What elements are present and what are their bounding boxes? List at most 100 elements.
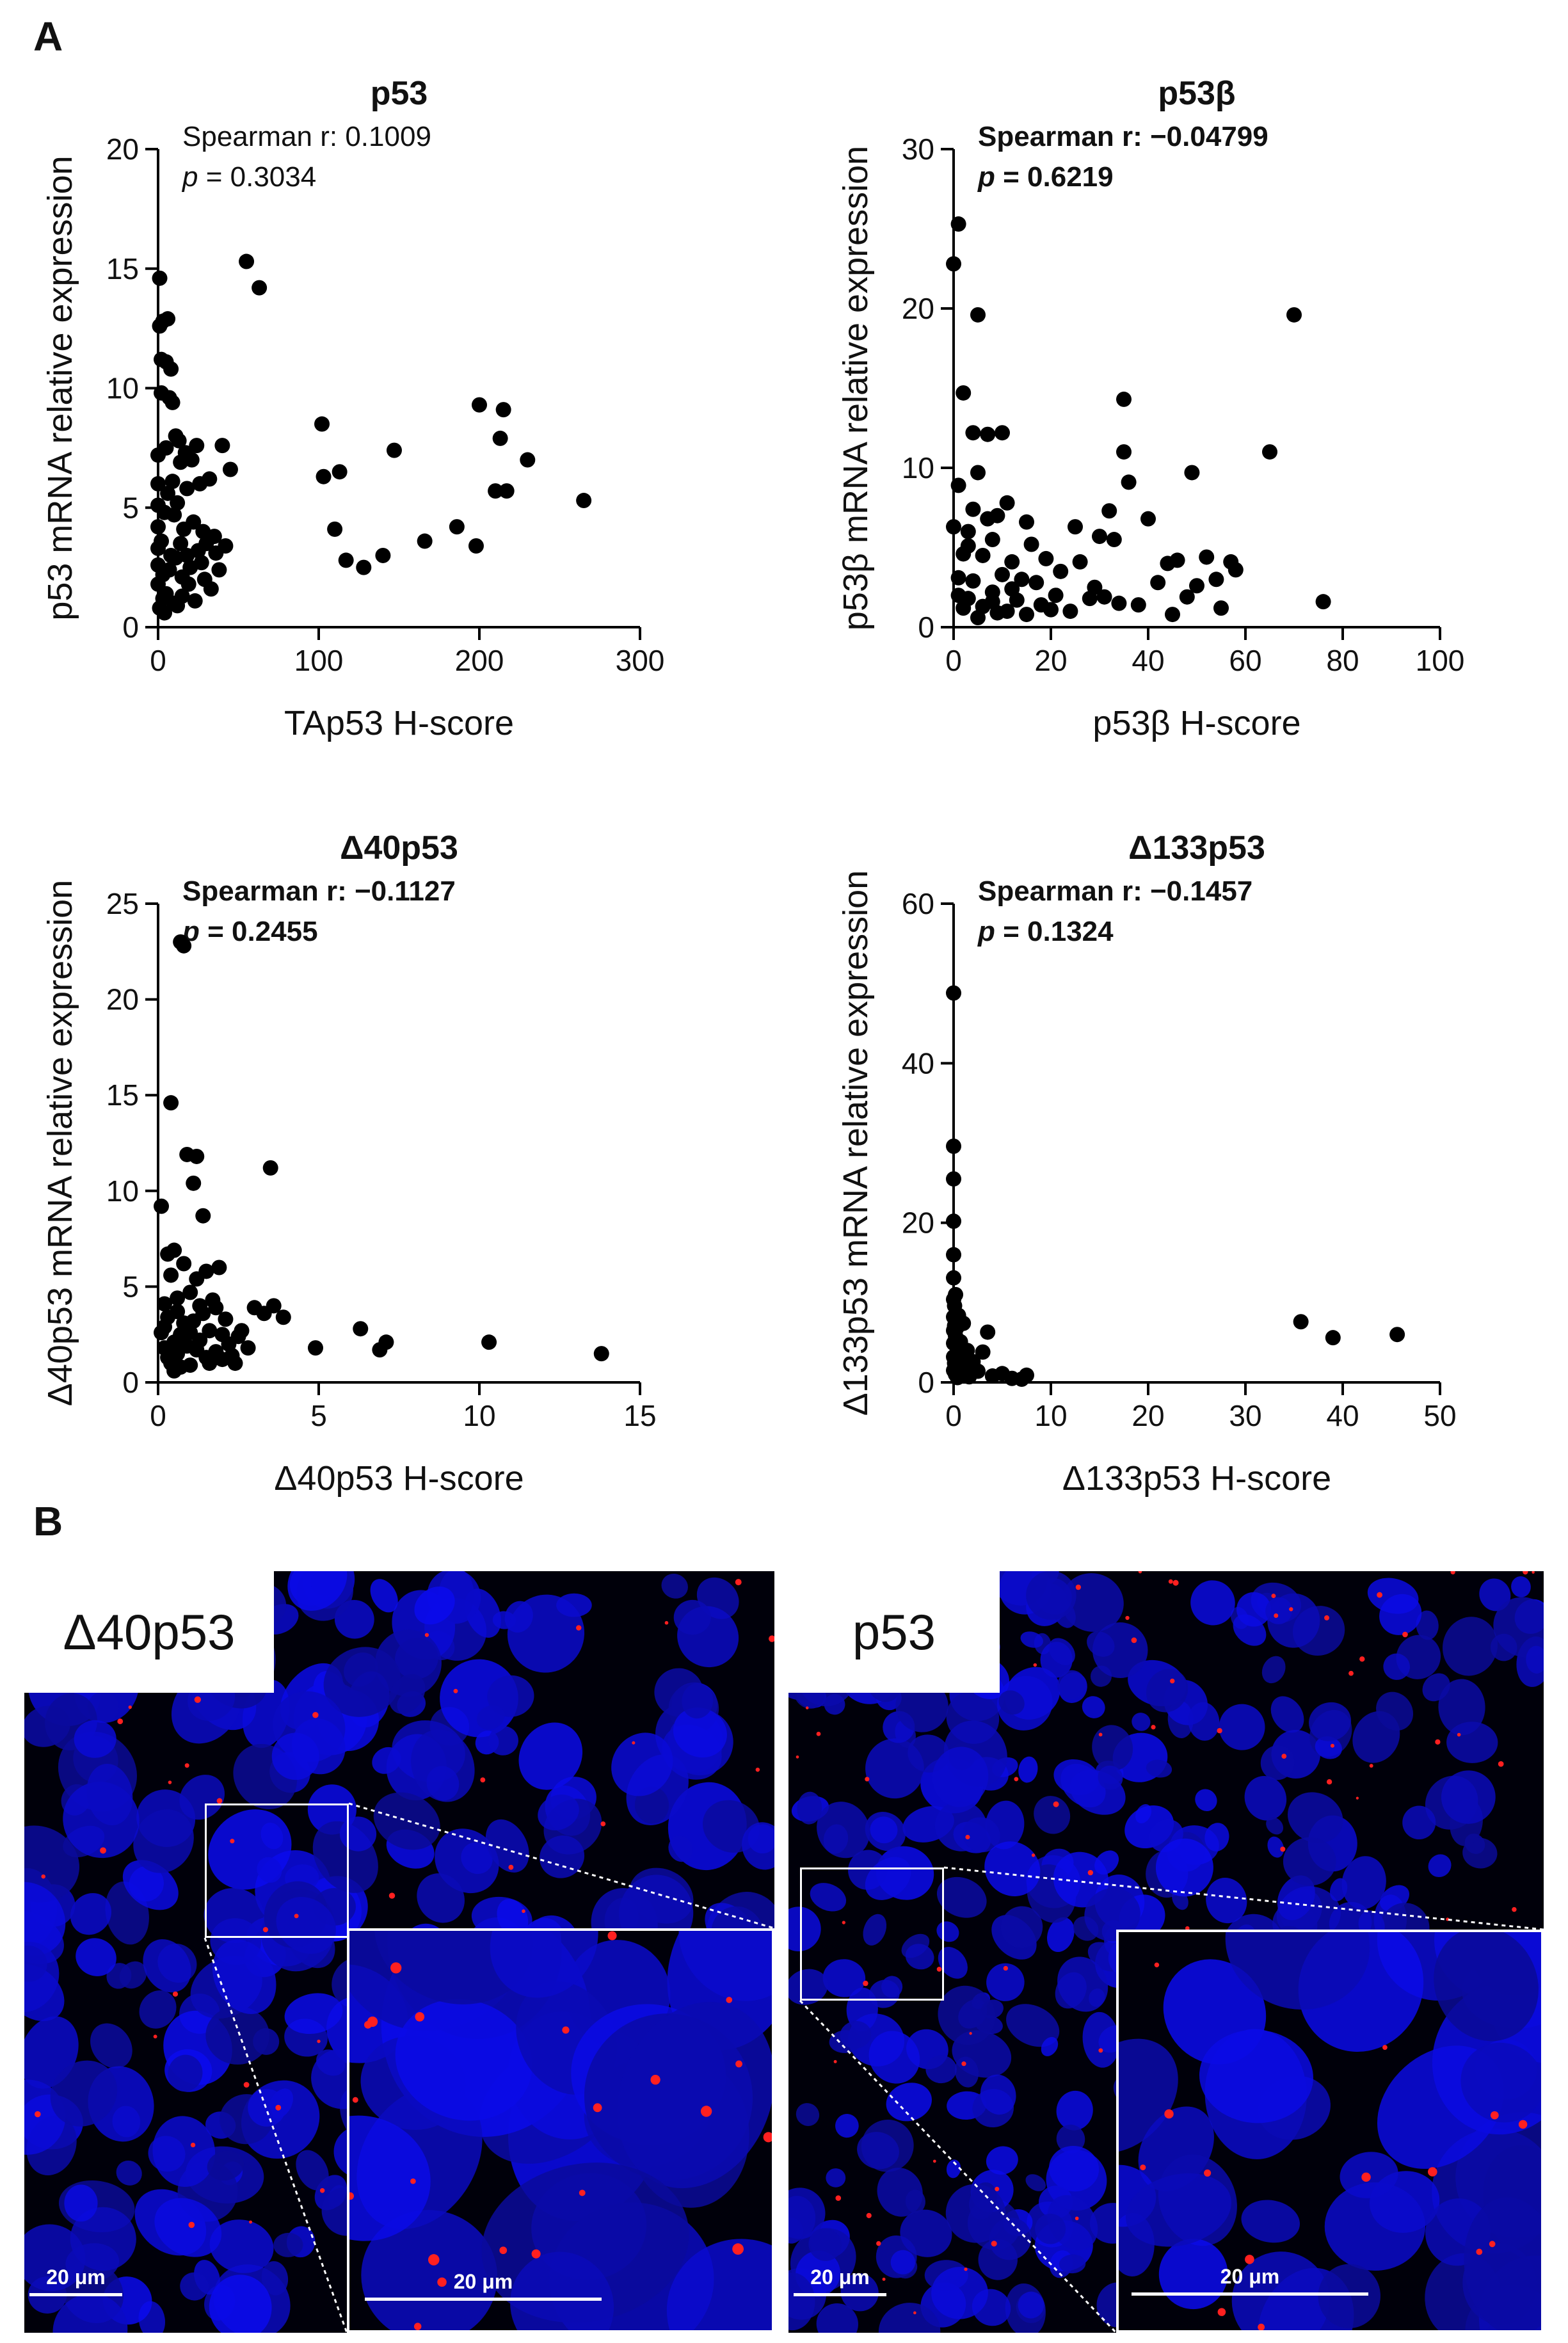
rna-signal-dot [969,2032,972,2035]
data-point [1325,1330,1341,1346]
data-point [1140,511,1156,527]
data-point [593,1346,609,1362]
data-point [970,307,986,323]
nucleus [931,2267,988,2319]
rna-signal-dot [1164,2109,1174,2119]
nucleus [139,1990,177,2029]
data-point [189,1148,205,1164]
nucleus [868,1979,900,2008]
nucleus [890,2250,915,2275]
nucleus [507,1594,585,1673]
data-point [182,1357,198,1373]
data-point [965,425,981,441]
rna-signal-dot [415,2011,425,2022]
data-point [520,452,536,468]
rna-signal-dot [732,2243,744,2255]
y-tick-label: 0 [122,611,139,644]
data-point [218,1311,234,1327]
nucleus [538,1795,579,1830]
rna-signal-dot [41,1874,45,1879]
nucleus [1479,1578,1511,1611]
nucleus [209,2219,274,2273]
data-point [1106,532,1122,548]
rna-signal-dot [991,2241,997,2247]
data-point [1286,307,1302,323]
p-value-number: = 0.6219 [995,161,1114,193]
data-point [975,1344,991,1360]
nucleus [152,2116,216,2187]
nucleus [863,1914,887,1946]
nucleus [900,2209,952,2257]
rna-signal-dot [1154,1962,1160,1967]
x-tick-label: 80 [1326,644,1359,677]
p-value: p = 0.6219 [977,161,1114,193]
data-point [1096,589,1112,605]
rna-signal-dot [522,1909,525,1914]
nucleus [998,1690,1025,1715]
nucleus [1020,1631,1043,1648]
x-tick-label: 20 [1034,644,1067,677]
nucleus [673,1707,727,1758]
rna-signal-dot [632,1741,636,1745]
rna-signal-dot [1428,2167,1437,2177]
data-point [1179,589,1195,605]
x-tick-label: 10 [1034,1399,1067,1432]
rna-signal-dot [1523,1571,1528,1575]
x-tick-label: 15 [623,1399,656,1432]
nucleus [510,2251,614,2330]
nucleus [788,1969,828,2005]
rna-signal-dot [1033,1663,1037,1667]
data-point [211,1259,227,1275]
data-point [161,562,177,578]
data-point [970,465,986,481]
data-point [150,476,166,492]
data-point [176,938,192,954]
nucleus [742,1822,774,1870]
data-point [173,536,189,552]
data-point [152,270,168,286]
data-point [1130,597,1146,613]
zoom-connector [348,1802,774,1930]
nucleus [1084,1888,1140,1942]
data-point [946,256,961,272]
data-point [946,1213,961,1229]
nucleus [1092,1725,1133,1771]
rna-signal-dot [249,2220,252,2224]
roi-box [800,1867,944,2001]
nucleus [476,1705,505,1730]
nucleus [945,2184,1006,2243]
rna-signal-dot [100,1847,106,1854]
data-point [1092,529,1107,545]
data-point [211,562,227,578]
data-point [946,1171,961,1187]
nucleus [1231,2251,1330,2330]
rna-signal-dot [995,2186,1000,2191]
data-point [307,1340,323,1356]
data-point [163,1095,179,1111]
rna-signal-dot [1140,2164,1146,2171]
nucleus [661,1573,688,1599]
nucleus [986,1963,1025,2001]
data-point [187,593,203,609]
data-point [980,1324,996,1340]
nucleus [1082,1696,1105,1718]
nucleus [808,2228,842,2261]
data-point [1184,465,1200,481]
chart-3: 0 20 40 60 0 10 20 30 40 50 Δ133p53 Δ133p53 H-score… [836,829,1457,1498]
nucleus [70,2207,136,2271]
zoom-inset-field [1119,1932,1541,2330]
data-point [227,1355,243,1371]
data-point [160,311,176,327]
nucleus [1195,1789,1217,1811]
nucleus [788,2272,815,2331]
data-point [192,1332,208,1348]
rna-signal-dot [1281,1754,1287,1759]
micrograph-delta40p53: 20 μm 20 μm Δ40p53 [24,1571,774,2333]
rna-signal-dot [480,1777,486,1783]
spearman-r: Spearman r: 0.1009 [182,121,431,152]
data-point [164,474,180,490]
chart-1: 0 10 20 30 0 20 40 60 80 100 p53β p53β H-score p53β … [836,75,1464,742]
nucleus [310,1571,338,1596]
nucleus [1261,1656,1286,1684]
